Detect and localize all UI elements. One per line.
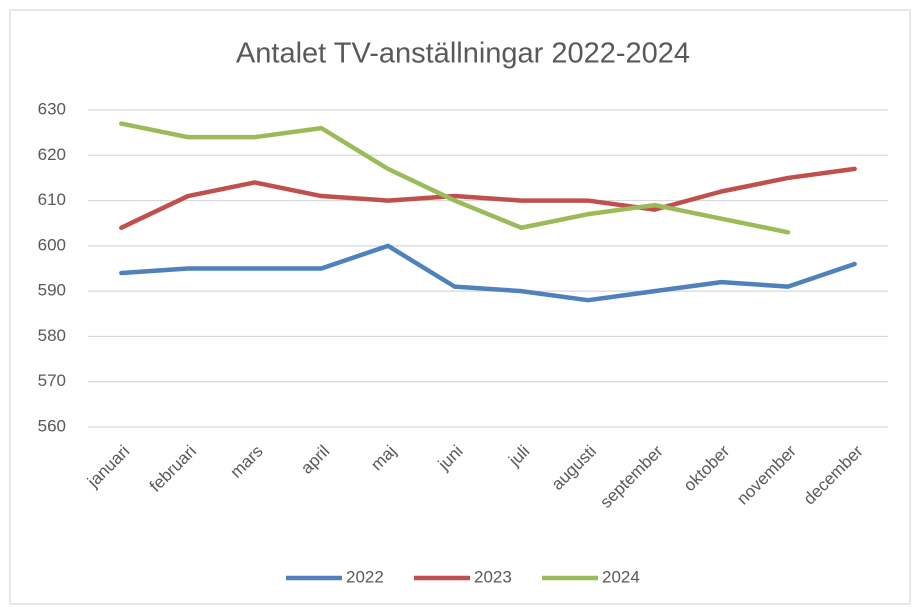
series-line	[119, 166, 857, 230]
y-tick-label: 580	[38, 326, 66, 345]
y-tick-label: 620	[38, 145, 66, 164]
y-tick-label: 570	[38, 371, 66, 390]
y-tick-label: 590	[38, 281, 66, 300]
series-line	[119, 243, 857, 303]
y-tick-label: 560	[38, 416, 66, 435]
y-tick-label: 600	[38, 235, 66, 254]
series-line	[119, 121, 791, 235]
chart-title: Antalet TV-anställningar 2022-2024	[236, 38, 690, 70]
y-tick-label: 630	[38, 99, 66, 118]
legend-label: 2024	[602, 567, 640, 586]
legend-label: 2022	[346, 567, 384, 586]
chart-frame	[9, 9, 911, 605]
legend-label: 2023	[474, 567, 512, 586]
y-tick-label: 610	[38, 190, 66, 209]
